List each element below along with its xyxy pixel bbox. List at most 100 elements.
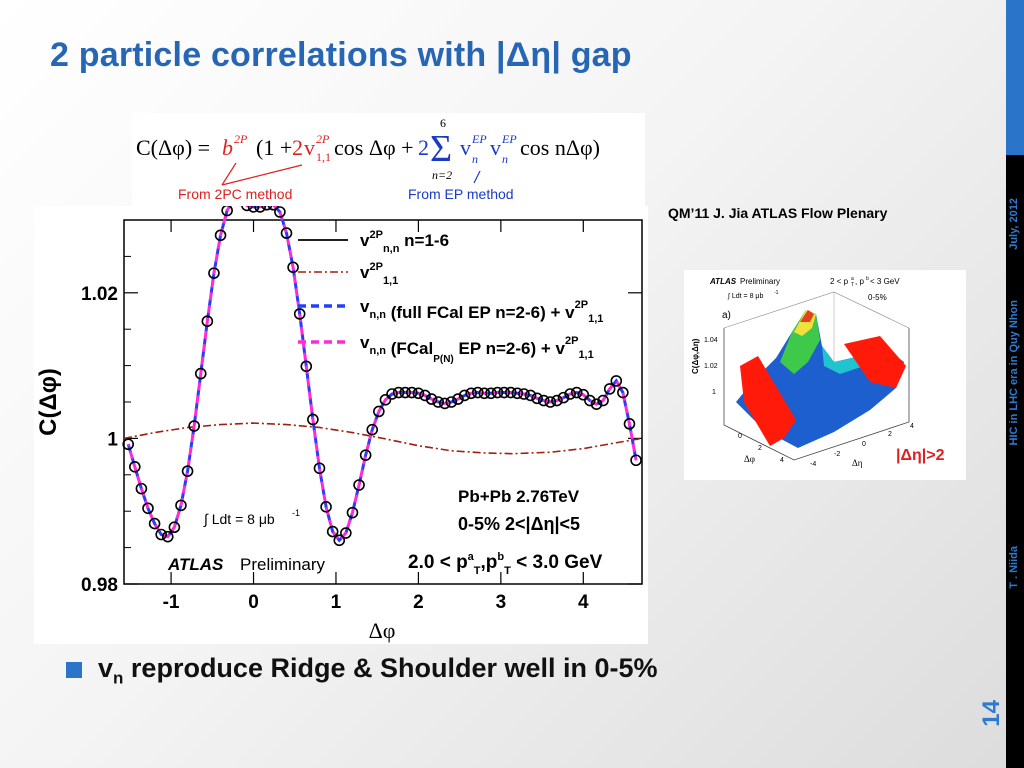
inset-pt-tail: < 3 GeV [870, 277, 900, 286]
pt-label: 2.0 < paT,pbT < 3.0 GeV [408, 551, 603, 577]
footer-author: T . Niida [1008, 546, 1020, 589]
inset-panel-label: a) [722, 310, 731, 321]
lumi-label: ∫ Ldt = 8 μb [203, 511, 275, 527]
data-point [333, 534, 346, 547]
formula-v11: v [304, 135, 315, 160]
inset-pt-sub: T [851, 282, 854, 288]
inset-etatick: 2 [888, 431, 892, 438]
data-point [610, 375, 623, 387]
data-point [504, 386, 517, 399]
data-point [300, 360, 313, 373]
data-point [168, 521, 181, 534]
data-point [221, 204, 233, 217]
formula-v11-sup: 2P [316, 132, 330, 146]
x-tick-label: 0 [248, 592, 259, 613]
data-point [570, 386, 583, 399]
sidebar-dark [1006, 155, 1024, 768]
inset-phitick: 4 [780, 457, 784, 464]
bullet-v: v [98, 653, 114, 683]
arrow-2pc-b [221, 162, 237, 186]
x-tick-label: 4 [578, 592, 589, 613]
inset-ztick: 1.04 [704, 337, 718, 344]
data-point [485, 387, 497, 400]
data-point [313, 462, 326, 475]
formula-sum: Σ [430, 128, 452, 170]
arrow-2pc [221, 164, 303, 186]
data-point [498, 386, 510, 399]
y-tick-label: 1.02 [81, 284, 118, 305]
inset-pt-label: 2 < p [830, 277, 849, 286]
series-v11-line [123, 422, 643, 455]
formula-ep-sub1: n [472, 152, 478, 166]
data-point [478, 387, 491, 400]
data-point [392, 386, 405, 399]
data-point [399, 386, 412, 399]
data-point [438, 397, 451, 410]
inset-gap-label: |Δη|>2 [896, 447, 945, 464]
main-plot: -1 0 1 2 3 4 0.98 1 1.02 C(Δφ) Δφ v2Pn,n n=1-6 v2P1,… [34, 193, 648, 644]
formula-b: b [222, 135, 233, 160]
arrow-ep [473, 170, 481, 184]
data-point [208, 267, 220, 279]
formula-two: 2 [292, 135, 303, 160]
data-point [142, 502, 154, 515]
data-point [155, 528, 167, 541]
y-tick-label: 0.98 [81, 575, 118, 596]
formula-b-sup: 2P [234, 132, 248, 146]
inset-plot-svg: ATLAS Preliminary 2 < p T a , p b < 3 Ge… [691, 276, 945, 468]
data-point [491, 386, 504, 399]
data-point [293, 308, 306, 320]
data-point [326, 525, 339, 538]
data-point [287, 261, 299, 274]
data-point [590, 398, 603, 410]
inset-eta-label: Δη [852, 458, 863, 468]
data-point [584, 394, 596, 407]
sidebar-accent [1006, 0, 1024, 155]
inset-atlas: ATLAS [709, 277, 737, 286]
note-ep: From EP method [408, 186, 514, 202]
data-point [340, 527, 352, 539]
data-point [419, 389, 431, 402]
data-point [630, 454, 642, 467]
y-axis-label: C(Δφ) [35, 368, 62, 436]
data-point [373, 405, 385, 418]
x-tick-label: -1 [163, 592, 180, 613]
inset-lumi-sup: -1 [774, 290, 779, 296]
inset-lumi: ∫ Ldt = 8 μb [727, 293, 763, 300]
data-point [551, 394, 563, 407]
y-tick-label: 1 [107, 429, 118, 450]
formula-sum-bottom: n=2 [432, 168, 452, 182]
main-plot-svg: -1 0 1 2 3 4 0.98 1 1.02 C(Δφ) Δφ v2Pn,n n=1-6 v2P1,… [35, 193, 643, 643]
data-point [129, 460, 141, 473]
data-point [201, 315, 214, 327]
data-point [425, 393, 438, 405]
inset-phitick: 2 [758, 445, 762, 452]
inset-etatick: -2 [834, 451, 840, 458]
inset-shoulder [822, 346, 864, 374]
preliminary-label: Preliminary [240, 555, 326, 574]
centrality-label: 0-5% 2<|Δη|<5 [458, 514, 580, 534]
system-label: Pb+Pb 2.76TeV [458, 487, 580, 506]
data-point [280, 227, 293, 239]
formula-ep-v2: v [490, 135, 501, 160]
legend-entry: vn,n (FCalP(N) EP n=2-6) + v2P1,1 [360, 333, 594, 365]
formula-two2: 2 [418, 135, 429, 160]
data-point [320, 501, 332, 513]
formula-ep-sub2: n [502, 152, 508, 166]
inset-ztick: 1 [712, 389, 716, 396]
data-point [135, 482, 148, 495]
data-point [181, 465, 194, 477]
inset-gap-band-right [844, 336, 906, 388]
inset-plot: ATLAS Preliminary 2 < p T a , p b < 3 Ge… [684, 270, 966, 480]
inset-etatick: -4 [810, 461, 816, 468]
footer-event: HIC in LHC era in Quy Nhon [1008, 300, 1020, 446]
data-point [307, 413, 319, 426]
data-point [531, 392, 543, 405]
bullet-icon [66, 662, 82, 678]
data-point [524, 389, 537, 402]
formula-v11-sub: 1,1 [316, 150, 331, 164]
slide-number: 14 [978, 700, 1005, 727]
data-point [386, 388, 398, 400]
data-point [379, 394, 392, 406]
data-point [353, 479, 365, 491]
